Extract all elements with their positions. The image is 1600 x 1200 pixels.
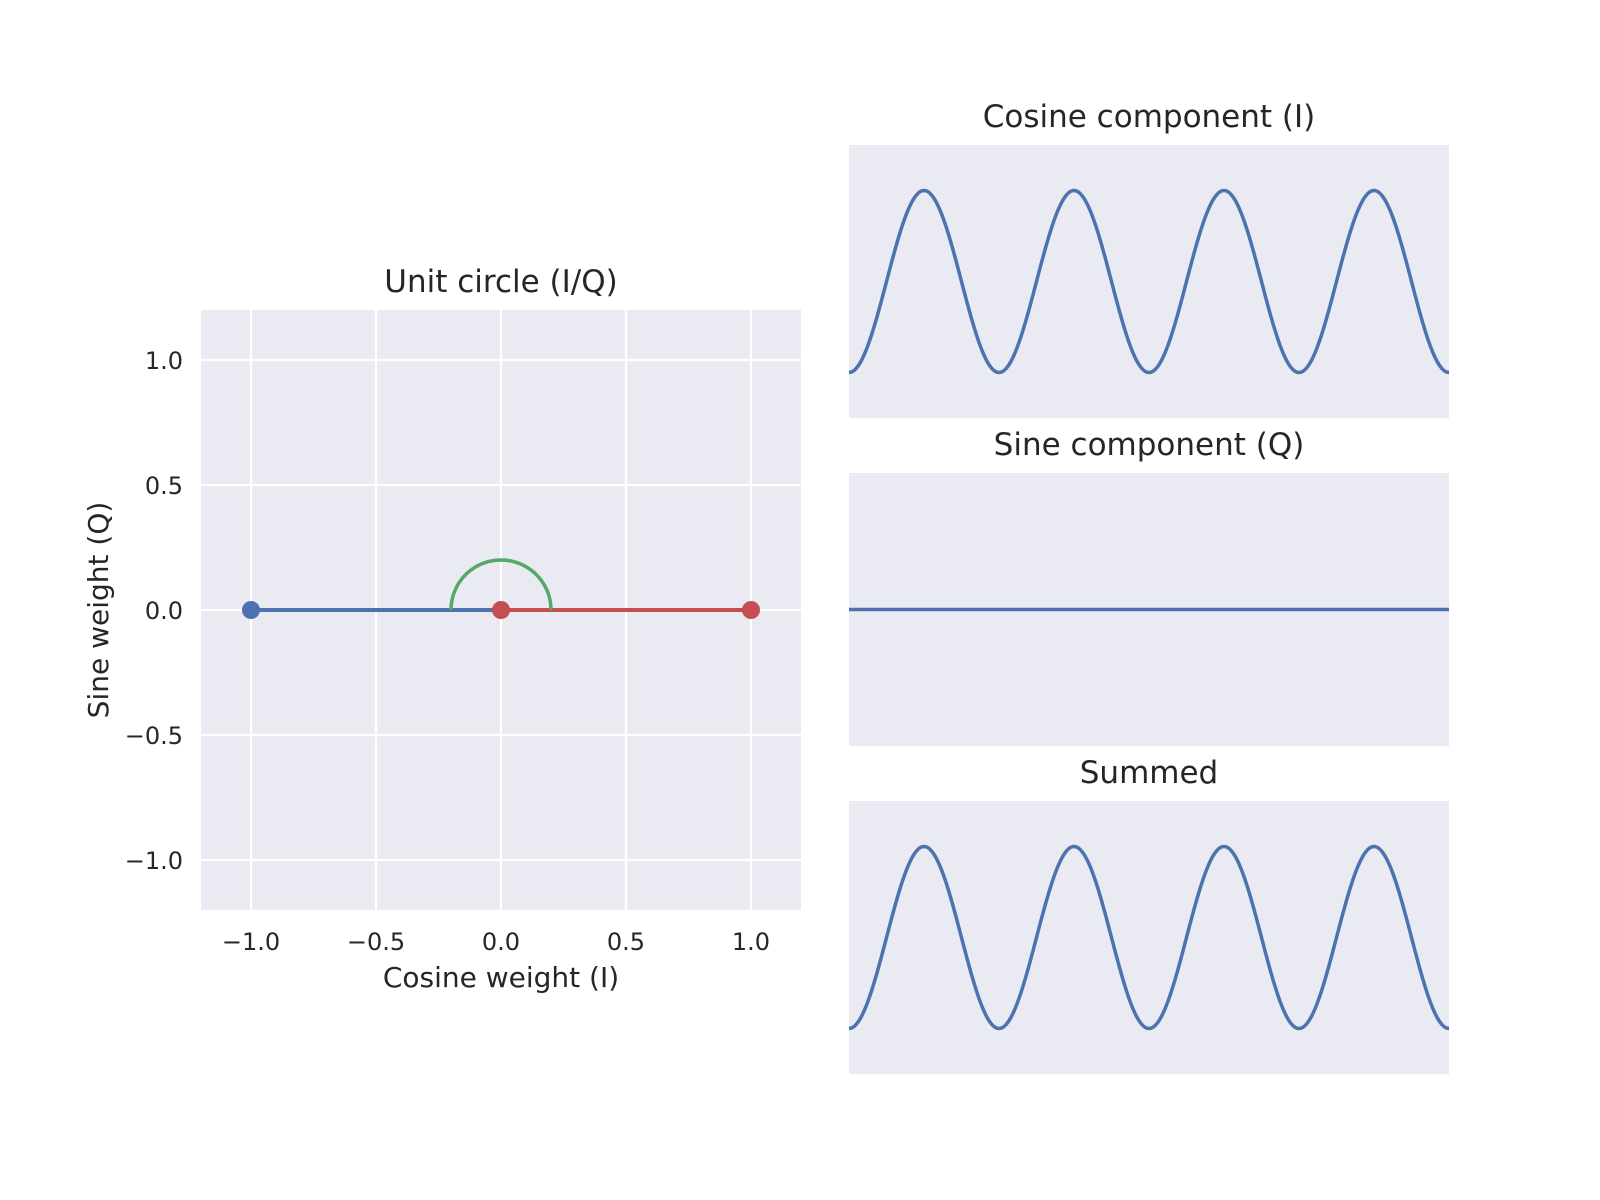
y-tick-label: −1.0 <box>125 847 183 875</box>
vector-point <box>742 601 760 619</box>
unit-circle-title: Unit circle (I/Q) <box>384 264 617 300</box>
x-tick-label: −1.0 <box>222 928 280 956</box>
y-tick-label: 1.0 <box>145 347 183 375</box>
vector-point <box>492 601 510 619</box>
y-tick-label: −0.5 <box>125 722 183 750</box>
y-tick-label: 0.5 <box>145 472 183 500</box>
sine-component-axes: Sine component (Q) <box>849 427 1449 746</box>
summed-title: Summed <box>1080 755 1218 791</box>
unit-circle-x-ticks: −1.0 −0.5 0.0 0.5 1.0 <box>222 928 770 956</box>
unit-circle-axes: −1.0 −0.5 0.0 0.5 1.0 −1.0 −0.5 0.0 0.5 1.0 Unit… <box>82 264 801 994</box>
cosine-component-title: Cosine component (I) <box>983 99 1316 135</box>
summed-axes: Summed <box>848 755 1450 1074</box>
x-tick-label: 0.0 <box>482 928 520 956</box>
summed-line <box>848 844 1450 1031</box>
cosine-component-plot-area <box>849 145 1449 418</box>
angle-arc <box>449 558 553 611</box>
cosine-component-line <box>848 188 1450 375</box>
summed-plot-area <box>849 801 1449 1074</box>
sine-component-title: Sine component (Q) <box>994 427 1305 463</box>
y-tick-label: 0.0 <box>145 597 183 625</box>
vector-point <box>242 601 260 619</box>
x-tick-label: 1.0 <box>732 928 770 956</box>
unit-circle-y-ticks: −1.0 −0.5 0.0 0.5 1.0 <box>125 347 183 875</box>
unit-circle-x-axis-label: Cosine weight (I) <box>383 961 619 994</box>
x-tick-label: 0.5 <box>607 928 645 956</box>
cosine-component-axes: Cosine component (I) <box>848 99 1450 418</box>
x-tick-label: −0.5 <box>347 928 405 956</box>
unit-circle-y-axis-label: Sine weight (Q) <box>82 502 115 719</box>
unit-circle-series <box>242 558 760 619</box>
